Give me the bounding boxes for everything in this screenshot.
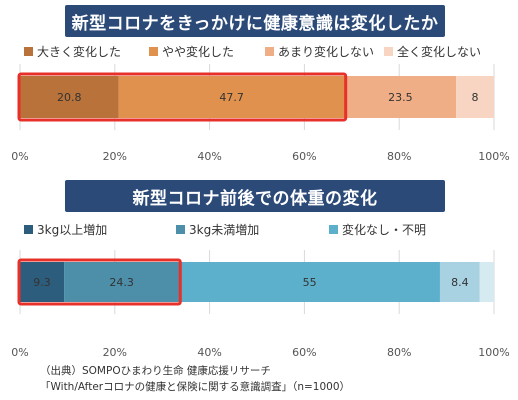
chart1-tick-label-1: 20% — [103, 150, 127, 163]
chart1-tick-label-5: 100% — [478, 150, 509, 163]
chart2-data-label-0: 9.3 — [33, 276, 51, 289]
chart1-legend-label-1: やや変化した — [162, 45, 235, 59]
chart2-legend-label-2: 変化なし・不明 — [342, 223, 427, 237]
chart1-data-label-1: 47.7 — [219, 91, 244, 104]
chart1-tick-label-4: 80% — [387, 150, 411, 163]
chart2-legend-swatch-1 — [176, 225, 185, 234]
chart2-legend-swatch-0 — [24, 225, 33, 234]
chart1-highlight-box — [17, 72, 348, 122]
chart1-data-label-2: 23.5 — [388, 91, 413, 104]
chart1-legend-item-3: 全く変化しない — [384, 43, 481, 60]
chart2-data-label-1: 24.3 — [109, 276, 134, 289]
chart1-legend-label-0: 大きく変化した — [37, 45, 122, 59]
chart1-legend-label-3: 全く変化しない — [397, 45, 482, 59]
chart1-bar-segment-1 — [118, 76, 345, 118]
chart1-legend-swatch-1 — [149, 47, 158, 56]
chart1-tick-label-3: 60% — [292, 150, 316, 163]
chart1-bar-segment-3 — [456, 76, 494, 118]
chart1-legend-item-0: 大きく変化した — [24, 43, 121, 60]
chart2-tick-label-2: 40% — [197, 346, 221, 359]
chart2-tick-label-3: 60% — [292, 346, 316, 359]
chart1-tick-label-2: 40% — [197, 150, 221, 163]
chart2-legend-label-0: 3kg以上増加 — [37, 223, 108, 237]
chart2-highlight-box — [17, 258, 182, 306]
chart1-title-banner: 新型コロナをきっかけに健康意識は変化したか — [65, 5, 445, 37]
chart1-bar-segment-0 — [20, 76, 119, 118]
chart2-tick-label-5: 100% — [478, 346, 509, 359]
chart1-legend-swatch-3 — [384, 47, 393, 56]
chart1-data-label-0: 20.8 — [57, 91, 82, 104]
source-line-2: 「With/Afterコロナの健康と保険に関する意識調査」（n=1000） — [40, 381, 351, 393]
source-note: （出典）SOMPOひまわり生命 健康応援リサーチ 「With/Afterコロナの… — [40, 363, 350, 395]
chart1-svg: 20.8 47.7 23.5 80% 20% 40% 60% 80% 100% — [11, 64, 510, 163]
chart2-legend-item-2: 変化なし・不明 — [329, 221, 426, 238]
chart2-tick-label-4: 80% — [387, 346, 411, 359]
chart2-tick-label-0: 0% — [11, 346, 28, 359]
chart1-legend-swatch-0 — [24, 47, 33, 56]
chart2-legend-label-1: 3kg未満増加 — [189, 223, 260, 237]
chart2-svg: 9.3 24.3 55 8.4 0% 20% 40% 60% 80% 100% — [11, 250, 510, 359]
chart1-legend-item-2: あまり変化しない — [265, 43, 374, 60]
source-line-1: （出典）SOMPOひまわり生命 健康応援リサーチ — [40, 365, 271, 377]
chart1-bar-segment-2 — [344, 76, 457, 118]
chart2-data-label-2: 55 — [303, 276, 317, 289]
chart2-bar-segment-4 — [479, 262, 494, 302]
chart2-legend-item-0: 3kg以上増加 — [24, 221, 107, 238]
chart2-legend-swatch-2 — [329, 225, 338, 234]
chart1-title: 新型コロナをきっかけに健康意識は変化したか — [71, 13, 439, 34]
chart2-bar-segment-0 — [20, 262, 65, 302]
chart2-title: 新型コロナ前後での体重の変化 — [132, 188, 378, 209]
chart2-tick-label-1: 20% — [103, 346, 127, 359]
chart1-legend-swatch-2 — [265, 47, 274, 56]
chart2-legend-item-1: 3kg未満増加 — [176, 221, 259, 238]
chart1-tick-label-0: 0% — [11, 150, 28, 163]
chart1-data-label-3: 8 — [472, 91, 479, 104]
chart1-legend-label-2: あまり変化しない — [278, 45, 375, 59]
chart2-title-banner: 新型コロナ前後での体重の変化 — [65, 180, 445, 212]
chart2-bar-segment-2 — [179, 262, 440, 302]
chart1-legend-item-1: やや変化した — [149, 43, 234, 60]
chart2-data-label-3: 8.4 — [451, 276, 469, 289]
chart2-bar-segment-1 — [64, 262, 180, 302]
chart2-bar-segment-3 — [439, 262, 480, 302]
